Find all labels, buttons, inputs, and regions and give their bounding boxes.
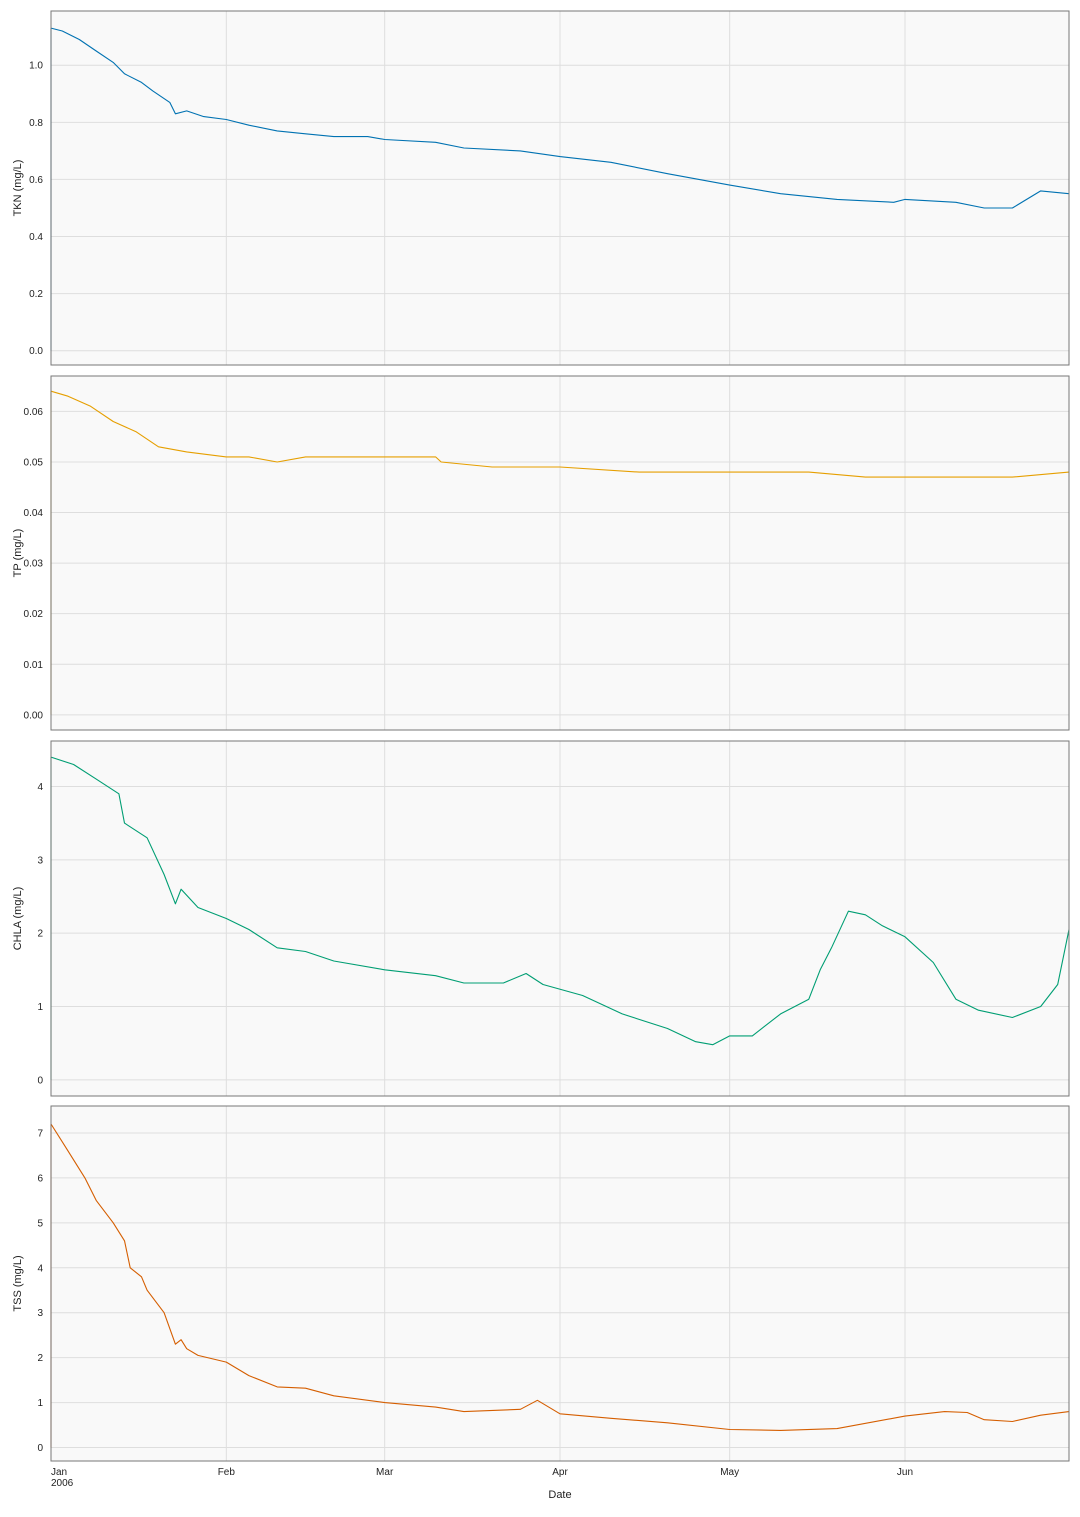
y-axis-title: TSS (mg/L)	[12, 1255, 24, 1311]
y-tick-label: 2	[37, 929, 43, 940]
y-tick-label: 0.6	[29, 175, 43, 186]
x-tick-label: Feb	[218, 1467, 236, 1478]
y-tick-label: 6	[37, 1173, 43, 1184]
y-tick-label: 0.2	[29, 289, 43, 300]
y-tick-label: 0.01	[24, 660, 44, 671]
y-axis-title: TKN (mg/L)	[12, 160, 24, 217]
series-line	[50, 27, 1070, 351]
x-axis-title: Date	[548, 1489, 571, 1501]
y-tick-label: 0.8	[29, 118, 43, 129]
x-tick-label: Jun	[897, 1467, 913, 1478]
y-tick-label: 7	[37, 1128, 43, 1139]
y-axis-title: TP (mg/L)	[12, 529, 24, 578]
y-tick-label: 0.4	[29, 232, 43, 243]
y-tick-label: 0.04	[24, 508, 44, 519]
y-tick-label: 4	[37, 782, 43, 793]
y-tick-label: 0	[37, 1075, 43, 1086]
y-tick-label: 0	[37, 1443, 43, 1454]
x-tick-sublabel: 2006	[51, 1478, 74, 1489]
y-tick-label: 0.0	[29, 346, 43, 357]
plot-frame	[50, 1105, 1070, 1462]
x-tick-label: Jan	[51, 1467, 67, 1478]
y-tick-label: 4	[37, 1263, 43, 1274]
y-tick-label: 0.06	[24, 407, 44, 418]
y-tick-label: 3	[37, 1308, 43, 1319]
chart-panel: 0.00 0.01 0.02 0.03 0.04 0.05 0.06 TP (mg/L)	[12, 375, 1070, 731]
x-tick-label: May	[720, 1467, 739, 1478]
series-line	[50, 1123, 1070, 1448]
plot-frame	[50, 375, 1070, 731]
y-tick-label: 1	[37, 1002, 43, 1013]
y-tick-label: 0.05	[24, 457, 44, 468]
chart-panel: 0.0 0.2 0.4 0.6 0.8 1.0 TKN (mg/L)	[12, 10, 1070, 366]
y-tick-label: 1	[37, 1398, 43, 1409]
plot-frame	[50, 10, 1070, 366]
x-tick-label: Mar	[376, 1467, 394, 1478]
y-axis-title: CHLA (mg/L)	[12, 887, 24, 951]
plot-frame	[50, 740, 1070, 1097]
series-line	[50, 390, 1070, 715]
y-tick-label: 1.0	[29, 61, 43, 72]
y-tick-label: 5	[37, 1218, 43, 1229]
y-tick-label: 0.00	[24, 710, 44, 721]
chart-panel: 0 1 2 3 4 5 6 7 TSS (mg/L)	[12, 1105, 1070, 1462]
chart-panel: 0 1 2 3 4 CHLA (mg/L)	[12, 740, 1070, 1097]
y-tick-label: 0.03	[24, 559, 44, 570]
y-tick-label: 3	[37, 855, 43, 866]
y-tick-label: 2	[37, 1353, 43, 1364]
series-line	[50, 756, 1070, 1080]
x-tick-label: Apr	[552, 1467, 568, 1478]
y-tick-label: 0.02	[24, 609, 44, 620]
